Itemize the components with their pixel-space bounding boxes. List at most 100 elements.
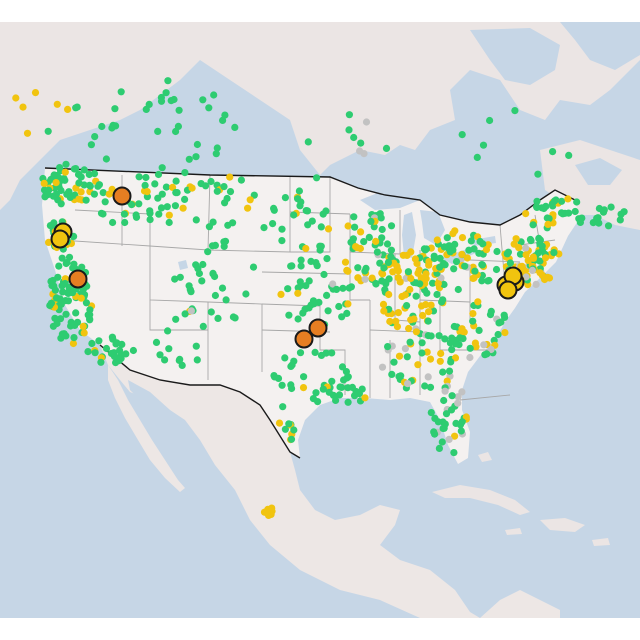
site-marker-green[interactable] xyxy=(57,186,65,195)
site-marker-green[interactable] xyxy=(285,311,293,319)
site-marker-green[interactable] xyxy=(58,254,66,262)
site-marker-yellow[interactable] xyxy=(414,361,422,369)
site-marker-green[interactable] xyxy=(571,207,579,216)
site-marker-green[interactable] xyxy=(86,316,94,324)
site-marker-yellow[interactable] xyxy=(294,289,302,297)
site-marker-gray[interactable] xyxy=(361,275,369,283)
site-marker-yellow[interactable] xyxy=(263,509,271,517)
major-marker-sacramento-area[interactable] xyxy=(68,269,88,289)
site-marker-yellow[interactable] xyxy=(344,300,352,308)
site-marker-green[interactable] xyxy=(213,187,221,195)
site-marker-green[interactable] xyxy=(323,291,331,299)
map-canvas[interactable] xyxy=(0,22,640,618)
site-marker-green[interactable] xyxy=(447,406,456,414)
site-marker-green[interactable] xyxy=(279,403,287,411)
site-marker-green[interactable] xyxy=(171,202,179,210)
site-marker-green[interactable] xyxy=(325,388,333,396)
site-marker-green[interactable] xyxy=(205,104,213,112)
site-marker-green[interactable] xyxy=(294,195,302,203)
site-marker-green[interactable] xyxy=(404,268,412,276)
site-marker-green[interactable] xyxy=(312,389,320,397)
site-marker-green[interactable] xyxy=(536,257,544,265)
site-marker-green[interactable] xyxy=(192,216,200,224)
site-marker-yellow[interactable] xyxy=(275,419,284,427)
site-marker-yellow[interactable] xyxy=(538,271,546,279)
site-marker-green[interactable] xyxy=(412,292,420,300)
site-marker-green[interactable] xyxy=(450,449,458,457)
site-marker-green[interactable] xyxy=(209,218,217,226)
site-marker-gray[interactable] xyxy=(356,147,364,155)
site-marker-green[interactable] xyxy=(593,214,601,222)
site-marker-green[interactable] xyxy=(117,354,125,362)
site-marker-green[interactable] xyxy=(600,206,608,214)
site-marker-green[interactable] xyxy=(229,313,237,321)
site-marker-green[interactable] xyxy=(98,122,106,131)
site-marker-green[interactable] xyxy=(207,308,215,316)
site-marker-green[interactable] xyxy=(478,277,486,285)
site-marker-green[interactable] xyxy=(348,383,356,391)
site-marker-green[interactable] xyxy=(533,203,541,211)
site-marker-green[interactable] xyxy=(46,222,55,230)
site-marker-yellow[interactable] xyxy=(53,100,61,108)
site-marker-green[interactable] xyxy=(226,188,235,196)
site-marker-yellow[interactable] xyxy=(361,394,369,402)
site-marker-green[interactable] xyxy=(573,198,581,206)
site-marker-green[interactable] xyxy=(173,189,181,197)
site-marker-green[interactable] xyxy=(313,262,321,270)
site-marker-green[interactable] xyxy=(345,111,353,119)
site-marker-green[interactable] xyxy=(90,170,99,178)
site-marker-yellow[interactable] xyxy=(64,105,72,113)
site-marker-green[interactable] xyxy=(457,427,465,435)
site-marker-gray[interactable] xyxy=(378,363,387,371)
site-marker-green[interactable] xyxy=(354,264,362,272)
site-marker-green[interactable] xyxy=(317,223,325,231)
site-marker-green[interactable] xyxy=(441,420,449,428)
site-marker-green[interactable] xyxy=(155,210,163,218)
site-marker-yellow[interactable] xyxy=(52,179,60,187)
site-marker-green[interactable] xyxy=(431,430,439,438)
site-marker-yellow[interactable] xyxy=(544,273,552,281)
site-marker-green[interactable] xyxy=(370,223,378,231)
site-marker-green[interactable] xyxy=(62,160,70,168)
site-marker-green[interactable] xyxy=(381,286,389,294)
site-marker-green[interactable] xyxy=(135,200,143,208)
site-marker-green[interactable] xyxy=(70,334,78,342)
site-marker-green[interactable] xyxy=(343,374,351,382)
site-marker-yellow[interactable] xyxy=(482,246,491,254)
site-marker-green[interactable] xyxy=(458,418,466,426)
site-marker-yellow[interactable] xyxy=(415,266,423,274)
site-marker-green[interactable] xyxy=(75,179,83,187)
site-marker-yellow[interactable] xyxy=(544,220,552,228)
site-marker-yellow[interactable] xyxy=(380,307,388,315)
site-marker-green[interactable] xyxy=(172,127,180,136)
site-marker-green[interactable] xyxy=(294,315,302,323)
site-marker-green[interactable] xyxy=(497,318,505,326)
site-marker-green[interactable] xyxy=(447,358,455,366)
site-marker-green[interactable] xyxy=(545,215,553,223)
site-marker-green[interactable] xyxy=(350,213,358,221)
site-marker-yellow[interactable] xyxy=(501,329,509,337)
site-marker-gray[interactable] xyxy=(532,280,540,288)
site-marker-green[interactable] xyxy=(101,198,109,206)
site-marker-gray[interactable] xyxy=(528,266,537,274)
site-marker-green[interactable] xyxy=(121,218,129,227)
site-marker-yellow[interactable] xyxy=(406,285,414,294)
site-marker-green[interactable] xyxy=(534,170,542,178)
site-marker-green[interactable] xyxy=(290,211,298,219)
site-marker-green[interactable] xyxy=(154,127,162,135)
site-marker-green[interactable] xyxy=(471,267,479,275)
site-marker-green[interactable] xyxy=(461,262,469,270)
site-marker-green[interactable] xyxy=(193,356,201,364)
site-marker-green[interactable] xyxy=(445,367,454,375)
site-marker-green[interactable] xyxy=(95,337,103,345)
site-marker-green[interactable] xyxy=(56,315,65,323)
site-marker-green[interactable] xyxy=(281,425,289,433)
site-marker-green[interactable] xyxy=(616,216,624,224)
site-marker-green[interactable] xyxy=(476,237,484,246)
site-marker-yellow[interactable] xyxy=(412,328,420,336)
site-marker-green[interactable] xyxy=(475,249,483,257)
site-marker-green[interactable] xyxy=(90,190,98,198)
site-marker-green[interactable] xyxy=(176,273,184,281)
site-marker-yellow[interactable] xyxy=(341,258,350,266)
site-marker-yellow[interactable] xyxy=(61,168,69,176)
